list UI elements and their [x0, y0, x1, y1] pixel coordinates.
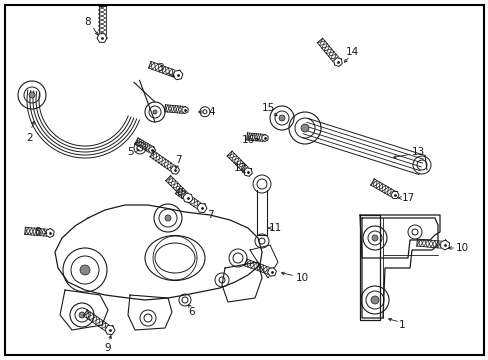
Polygon shape	[128, 295, 172, 330]
Text: 13: 13	[410, 147, 424, 157]
Polygon shape	[173, 70, 183, 80]
Circle shape	[153, 110, 157, 114]
Text: 17: 17	[401, 193, 414, 203]
Circle shape	[279, 115, 285, 121]
Polygon shape	[105, 325, 115, 334]
Polygon shape	[359, 215, 379, 320]
Polygon shape	[197, 203, 206, 212]
Polygon shape	[249, 245, 278, 278]
Polygon shape	[148, 147, 155, 153]
Text: 4: 4	[208, 107, 215, 117]
Polygon shape	[267, 268, 276, 276]
Polygon shape	[60, 290, 108, 330]
Polygon shape	[243, 168, 252, 176]
Polygon shape	[333, 58, 342, 67]
Text: 11: 11	[268, 223, 281, 233]
Polygon shape	[183, 193, 192, 203]
Polygon shape	[302, 118, 424, 175]
Text: 7: 7	[174, 155, 181, 165]
Text: 7: 7	[206, 210, 213, 220]
Polygon shape	[440, 240, 448, 250]
Circle shape	[80, 265, 90, 275]
Text: 2: 2	[27, 133, 33, 143]
Circle shape	[29, 92, 35, 98]
Text: 12: 12	[233, 163, 246, 173]
Polygon shape	[361, 218, 437, 318]
Text: 9: 9	[104, 343, 111, 353]
Polygon shape	[46, 229, 54, 238]
Circle shape	[370, 296, 378, 304]
Text: 8: 8	[84, 17, 91, 27]
Text: 10: 10	[295, 273, 308, 283]
Polygon shape	[97, 34, 107, 42]
Polygon shape	[170, 166, 179, 174]
Text: 15: 15	[261, 103, 274, 113]
Polygon shape	[182, 107, 188, 113]
Circle shape	[79, 312, 85, 318]
Polygon shape	[261, 135, 267, 141]
Text: 6: 6	[188, 307, 195, 317]
Text: 14: 14	[345, 47, 358, 57]
Text: 3: 3	[156, 63, 163, 73]
Polygon shape	[55, 205, 262, 300]
Text: 10: 10	[454, 243, 468, 253]
Circle shape	[164, 215, 171, 221]
Circle shape	[301, 124, 308, 132]
Text: 1: 1	[398, 320, 405, 330]
Text: 5: 5	[126, 147, 133, 157]
Text: 8: 8	[35, 227, 41, 237]
Polygon shape	[359, 215, 439, 258]
Text: 16: 16	[241, 135, 254, 145]
Circle shape	[371, 235, 377, 241]
Polygon shape	[222, 262, 262, 302]
Polygon shape	[390, 192, 398, 198]
